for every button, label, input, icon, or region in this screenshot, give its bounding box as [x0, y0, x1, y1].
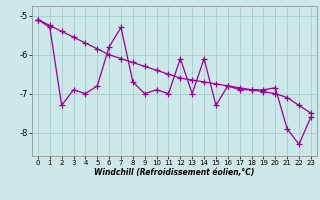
X-axis label: Windchill (Refroidissement éolien,°C): Windchill (Refroidissement éolien,°C) [94, 168, 255, 177]
